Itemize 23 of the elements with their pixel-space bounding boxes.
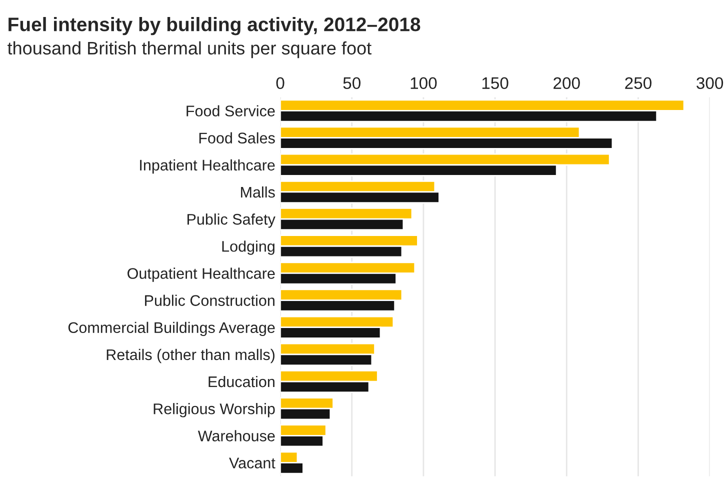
y-tick-label: Education — [208, 376, 274, 388]
y-tick-label: Commercial Buildings Average — [68, 322, 275, 336]
chart-title: Fuel intensity by building activity, 2012–2018 — [8, 17, 420, 36]
y-tick-label: Lodging — [222, 240, 274, 255]
y-tick-label: Food Service — [186, 105, 275, 116]
x-tick-label: 100 — [410, 77, 437, 90]
y-tick-label: Food Sales — [199, 132, 275, 144]
x-tick-label: 50 — [343, 77, 360, 90]
y-tick-label: Warehouse — [198, 430, 275, 442]
y-tick-label: Religious Worship — [154, 403, 275, 418]
y-tick-label: Vacant — [229, 458, 276, 468]
y-tick-label: Public Construction — [145, 294, 274, 306]
y-tick-label: Malls — [241, 186, 275, 198]
chart-subtitle: thousand British thermal units per square foot — [8, 41, 372, 58]
y-tick-label: Public Safety — [188, 214, 276, 228]
x-tick-label: 150 — [482, 77, 508, 90]
y-tick-label: Inpatient Healthcare — [140, 159, 275, 174]
y-tick-label: Outpatient Healthcare — [128, 268, 275, 282]
x-tick-label: 300 — [696, 77, 724, 90]
x-tick-label: 0 — [276, 77, 284, 90]
x-tick-label: 250 — [625, 77, 652, 90]
x-tick-label: 200 — [554, 77, 580, 90]
y-tick-label: Retails (other than malls) — [106, 348, 274, 364]
